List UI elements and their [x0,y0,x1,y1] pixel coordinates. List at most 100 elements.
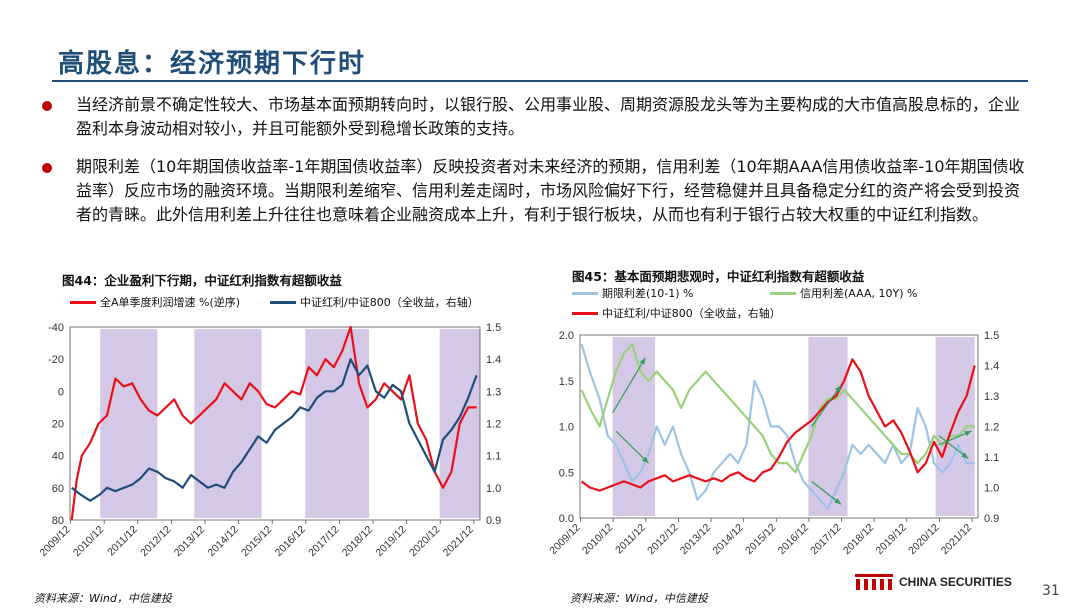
chart1-y-right-tick: 1.4 [486,354,501,366]
chart1-y-left-tick: 0 [58,386,64,398]
chart1-x-tick-label: 2010/12 [71,524,106,559]
chart2-x-tick-label: 2014/12 [710,522,745,557]
chart1-x-tick-label: 2013/12 [172,524,207,559]
company-logo: CHINA SECURITIES [855,574,1012,590]
legend-swatch-lightblue [572,291,598,295]
chart1-x-tick-label: 2016/12 [273,524,308,559]
chart2-x-tick-label: 2017/12 [808,522,843,557]
chart2-trend-arrow-head [961,452,969,459]
chart2-trend-arrow-head [639,357,646,365]
chart1-plot-frame [69,326,481,521]
chart1-legend-ratio-label: 中证红利/中证800（全收益，右轴） [300,296,479,309]
source-note-left: 资料来源：Wind，中信建投 [34,592,172,605]
bullet-text-2: 期限利差（10年期国债收益率-1年期国债收益率）反映投资者对未来经济的预期，信用… [76,157,1025,224]
bullet-point-2: 期限利差（10年期国债收益率-1年期国债收益率）反映投资者对未来经济的预期，信用… [42,155,1027,227]
chart2-y-left-tick: 0.5 [559,467,574,479]
bullet-dot-icon [42,101,52,111]
logo-mark-icon [855,574,893,590]
chart2-legend-ratio-label: 中证红利/中证800（全收益，右轴） [602,307,781,320]
chart1-series-line-2 [71,358,478,502]
chart1-legend-profit: 全A单季度利润增速 %(逆序) [70,294,240,310]
chart2-trend-arrow [615,430,649,464]
chart2-legend-term: 期限利差(10-1) % [572,285,694,301]
chart2-x-tick-label: 2010/12 [580,522,615,557]
chart1-shaded-period-2 [194,329,262,518]
chart1-y-right-tick: 0.9 [486,515,501,527]
legend-swatch-red [70,300,96,304]
bullet-point-1: 当经济前景不确定性较大、市场基本面预期转向时，以银行股、公用事业股、周期资源股龙… [42,93,1027,141]
chart1-title: 图44：企业盈利下行期，中证红利指数有超额收益 [62,273,342,288]
chart2-y-right-tick: 1.5 [984,330,999,342]
chart2-y-left-tick: 1.5 [559,376,574,388]
chart1-y-left-tick: 20 [52,419,64,431]
chart1-plot: -40 -20 0 20 40 60 80 0.9 1.0 1.1 1.2 1.3 1.4 1.5 2009… [37,322,501,559]
chart2-x-tick-label: 2021/12 [939,522,974,557]
chart1-x-tick-label: 2012/12 [138,524,173,559]
chart2-trend-arrow-head [964,431,972,437]
chart1-x-tick-label: 2021/12 [441,524,476,559]
chart2-y-right-tick: 1.4 [984,361,999,373]
chart1-x-tick-label: 2009/12 [37,524,72,559]
chart1-y-right-tick: 1.2 [486,419,501,431]
logo-text: CHINA SECURITIES [899,575,1012,589]
legend-swatch-navy [270,300,296,304]
title-underline [52,80,1028,82]
source-note-right: 资料来源：Wind，中信建投 [570,592,708,605]
chart2-y-right-tick: 1.3 [984,391,999,403]
chart2-x-tick-label: 2019/12 [874,522,909,557]
chart1-y-left-tick: 40 [52,451,64,463]
chart2-x-tick-label: 2018/12 [841,522,876,557]
chart2-x-tick-label: 2013/12 [678,522,713,557]
chart1-y-left-tick: 80 [52,515,64,527]
chart1-series-line-1 [70,325,477,521]
chart1-x-tick-label: 2019/12 [373,524,408,559]
bullet-text-1: 当经济前景不确定性较大、市场基本面预期转向时，以银行股、公用事业股、周期资源股龙… [76,95,1021,138]
chart2-x-tick-label: 2016/12 [776,522,811,557]
chart2-x-tick-label: 2020/12 [906,522,941,557]
chart1-y-right-tick: 1.5 [486,322,501,334]
chart1-y-left-tick: -20 [48,354,64,366]
chart2-trend-arrow-head [835,385,841,393]
chart2-x-tick-label: 2009/12 [547,522,582,557]
chart2-y-left-tick: 0.0 [559,513,574,525]
chart2-series-line-3 [580,358,976,492]
legend-swatch-red [572,311,598,315]
chart1-x-tick-label: 2018/12 [340,524,375,559]
chart1-x-tick-label: 2014/12 [205,524,240,559]
chart1-shaded-period-3 [305,329,370,518]
chart2-y-right-tick: 0.9 [984,513,999,525]
chart1-x-tick-label: 2017/12 [306,524,341,559]
bullet-dot-icon [42,163,52,173]
chart1-x-tick-label: 2015/12 [239,524,274,559]
chart1-y-left-tick: -40 [48,322,64,334]
chart2-plot-frame [579,334,979,519]
chart1-x-tick-label: 2020/12 [407,524,442,559]
page-title: 高股息：经济预期下行时 [58,49,367,79]
page-number: 31 [1042,583,1060,599]
chart2-y-right-tick: 1.2 [984,422,999,434]
chart2-legend-term-label: 期限利差(10-1) % [602,287,694,300]
chart2-x-tick-label: 2015/12 [743,522,778,557]
chart2-legend-credit-label: 信用利差(AAA, 10Y) % [800,287,918,300]
chart2-trend-arrow-head [834,498,841,505]
chart1-y-right-tick: 1.0 [486,483,501,495]
legend-swatch-green [770,291,796,295]
chart2-y-right-tick: 1.1 [984,452,999,464]
chart2-legend-credit: 信用利差(AAA, 10Y) % [770,285,917,301]
chart2-trend-arrow [811,384,842,427]
chart2-x-tick-label: 2011/12 [613,522,648,557]
chart1-x-tick-label: 2011/12 [105,524,140,559]
chart2-trend-arrow-head [641,456,649,464]
chart1-legend-profit-label: 全A单季度利润增速 %(逆序) [100,296,241,309]
chart2-y-left-tick: 1.0 [559,422,574,434]
chart1-y-right-tick: 1.3 [486,386,501,398]
chart2-x-tick-label: 2012/12 [645,522,680,557]
chart1-y-right-tick: 1.1 [486,451,501,463]
chart2-trend-arrow [612,357,646,414]
chart1-y-left-tick: 60 [52,483,64,495]
chart2-legend-ratio: 中证红利/中证800（全收益，右轴） [572,305,781,321]
chart2-title: 图45：基本面预期悲观时，中证红利指数有超额收益 [572,269,865,284]
chart2-plot: 0.0 0.5 1.0 1.5 2.0 0.9 1.0 1.1 1.2 1.3 1.4 1.5 2009… [547,330,999,557]
chart2-y-left-tick: 2.0 [559,330,574,342]
chart2-y-right-tick: 1.0 [984,483,999,495]
